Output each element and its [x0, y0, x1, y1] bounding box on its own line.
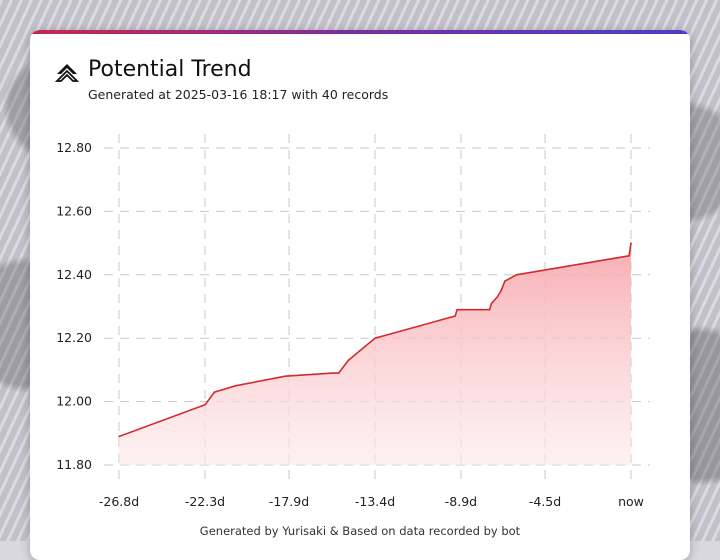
data-point: [496, 296, 499, 298]
area-fill: [119, 243, 631, 465]
y-tick-label: 11.80: [56, 457, 92, 472]
chart-card: Potential Trend Generated at 2025-03-16 …: [30, 30, 690, 560]
y-tick-label: 12.20: [56, 330, 92, 345]
stacked-chevrons-icon: [54, 64, 80, 82]
y-tick-label: 12.80: [56, 140, 92, 155]
footer-credit: Generated by Yurisaki & Based on data re…: [199, 524, 521, 538]
data-point: [515, 274, 518, 276]
x-tick-label: -17.9d: [269, 494, 309, 509]
y-tick-label: 12.40: [56, 267, 92, 282]
y-tick-label: 12.60: [56, 203, 92, 218]
data-point: [204, 404, 206, 406]
data-point: [628, 255, 630, 257]
x-tick-label: -22.3d: [185, 494, 225, 509]
x-tick-label: -8.9d: [445, 494, 477, 509]
page-subtitle: Generated at 2025-03-16 18:17 with 40 re…: [88, 87, 389, 102]
data-point: [118, 435, 120, 438]
x-tick-label: -13.4d: [355, 494, 395, 509]
x-tick-label: now: [618, 494, 644, 509]
data-point: [504, 280, 506, 282]
x-tick-label: -4.5d: [529, 494, 561, 509]
data-point: [456, 308, 458, 311]
data-point: [490, 302, 493, 305]
data-point: [284, 375, 286, 378]
data-point: [332, 372, 334, 374]
series-line: [118, 242, 632, 438]
data-point: [337, 372, 340, 374]
page-title: Potential Trend: [88, 57, 252, 82]
x-tick-label: -26.8d: [99, 494, 139, 509]
data-point: [454, 315, 457, 317]
data-point: [362, 346, 365, 349]
y-tick-label: 12.00: [56, 394, 92, 409]
data-point: [374, 337, 376, 340]
data-point: [500, 289, 502, 292]
data-point: [213, 391, 216, 393]
data-point: [347, 359, 350, 362]
trend-chart: 11.80 12.00 12.20 12.40 12.60 12.80 -26.8d -22.…: [56, 134, 650, 509]
data-point: [630, 242, 632, 244]
data-point: [488, 308, 491, 311]
data-point: [234, 385, 237, 387]
